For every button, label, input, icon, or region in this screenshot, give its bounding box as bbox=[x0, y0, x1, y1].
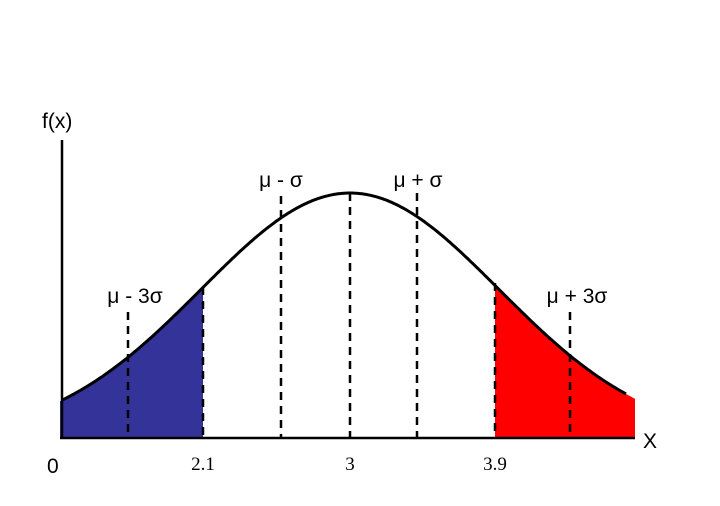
origin-label: 0 bbox=[47, 455, 59, 478]
marker-label: μ + σ bbox=[394, 169, 443, 192]
tick-label: 3 bbox=[345, 454, 355, 475]
y-axis-label: f(x) bbox=[42, 110, 72, 133]
left-tail-area bbox=[60, 287, 203, 438]
marker-label: μ - 3σ bbox=[107, 285, 162, 308]
right-tail-area bbox=[495, 285, 635, 438]
tick-label: 3.9 bbox=[483, 454, 507, 475]
marker-label: μ - σ bbox=[259, 169, 303, 192]
tick-label: 2.1 bbox=[191, 454, 215, 475]
normal-curve bbox=[61, 191, 627, 402]
marker-label: μ + 3σ bbox=[547, 285, 608, 308]
x-axis-label: X bbox=[643, 430, 657, 453]
